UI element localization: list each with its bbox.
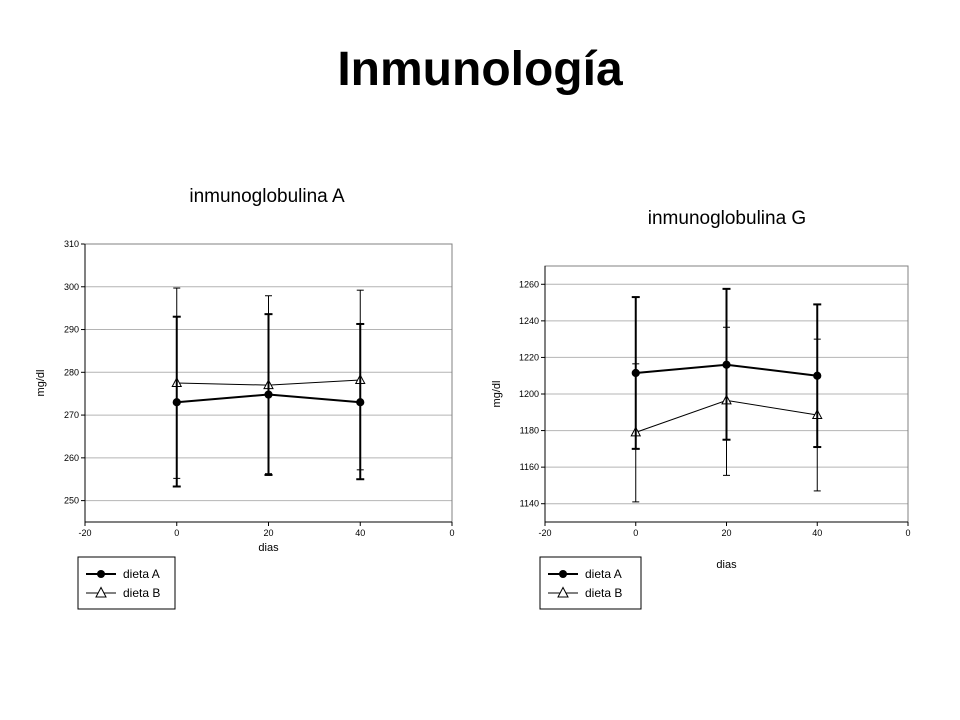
y-tick-label: 280 (64, 367, 79, 377)
x-tick-label: 20 (263, 528, 273, 538)
x-tick-label: 40 (812, 528, 822, 538)
y-axis-label: mg/dl (491, 381, 503, 408)
x-tick-label: 40 (355, 528, 365, 538)
legend-label: dieta A (123, 567, 160, 581)
x-tick-label: 20 (721, 528, 731, 538)
legend-marker (97, 570, 105, 578)
data-point (172, 398, 181, 407)
legend: dieta A dieta B (77, 556, 176, 610)
slide-title: Inmunología (337, 43, 623, 96)
x-tick-label: 0 (449, 528, 454, 538)
y-tick-label: 1180 (520, 426, 539, 436)
chart-title: inmunoglobulina A (189, 186, 345, 207)
x-tick-label: 0 (174, 528, 179, 538)
y-tick-label: 310 (64, 239, 79, 249)
x-tick-label: -20 (78, 528, 91, 538)
y-tick-label: 1200 (519, 389, 539, 399)
x-axis-label: dias (716, 559, 737, 571)
legend-marker (557, 586, 569, 598)
legend-box (539, 556, 642, 610)
legend-marker (559, 570, 567, 578)
y-tick-label: 1240 (519, 316, 539, 326)
x-tick-label: 0 (633, 528, 638, 538)
y-tick-label: 290 (64, 325, 79, 335)
series-dieta-a (631, 287, 822, 450)
legend-label: dieta B (585, 586, 622, 600)
legend-box (77, 556, 176, 610)
legend-marker (95, 586, 107, 598)
y-tick-label: 1140 (520, 499, 539, 509)
legend: dieta A dieta B (539, 556, 642, 610)
legend-label: dieta A (585, 567, 622, 581)
y-tick-label: 1260 (519, 279, 539, 289)
legend-label: dieta B (123, 586, 160, 600)
y-tick-label: 260 (64, 453, 79, 463)
chart-2: inmunoglobulina G 1140 1160 1180 1200 1220 124… (491, 208, 911, 610)
y-tick-label: 1220 (519, 352, 539, 362)
x-tick-label: 0 (905, 528, 910, 538)
y-tick-label: 300 (64, 282, 79, 292)
x-tick-label: -20 (538, 528, 551, 538)
chart-1: inmunoglobulina A 250 260 270 280 290 300 310 -2… (35, 186, 455, 610)
data-point (264, 390, 273, 399)
y-tick-label: 250 (64, 496, 79, 506)
x-axis-label: dias (258, 542, 279, 554)
data-point (356, 398, 365, 407)
data-point (813, 371, 822, 380)
y-axis-label: mg/dl (35, 370, 47, 397)
series-dieta-a (172, 313, 365, 488)
y-tick-label: 1160 (520, 462, 539, 472)
chart-title: inmunoglobulina G (648, 208, 806, 229)
data-point (631, 368, 640, 378)
y-tick-label: 270 (64, 410, 79, 420)
data-point (722, 360, 731, 369)
